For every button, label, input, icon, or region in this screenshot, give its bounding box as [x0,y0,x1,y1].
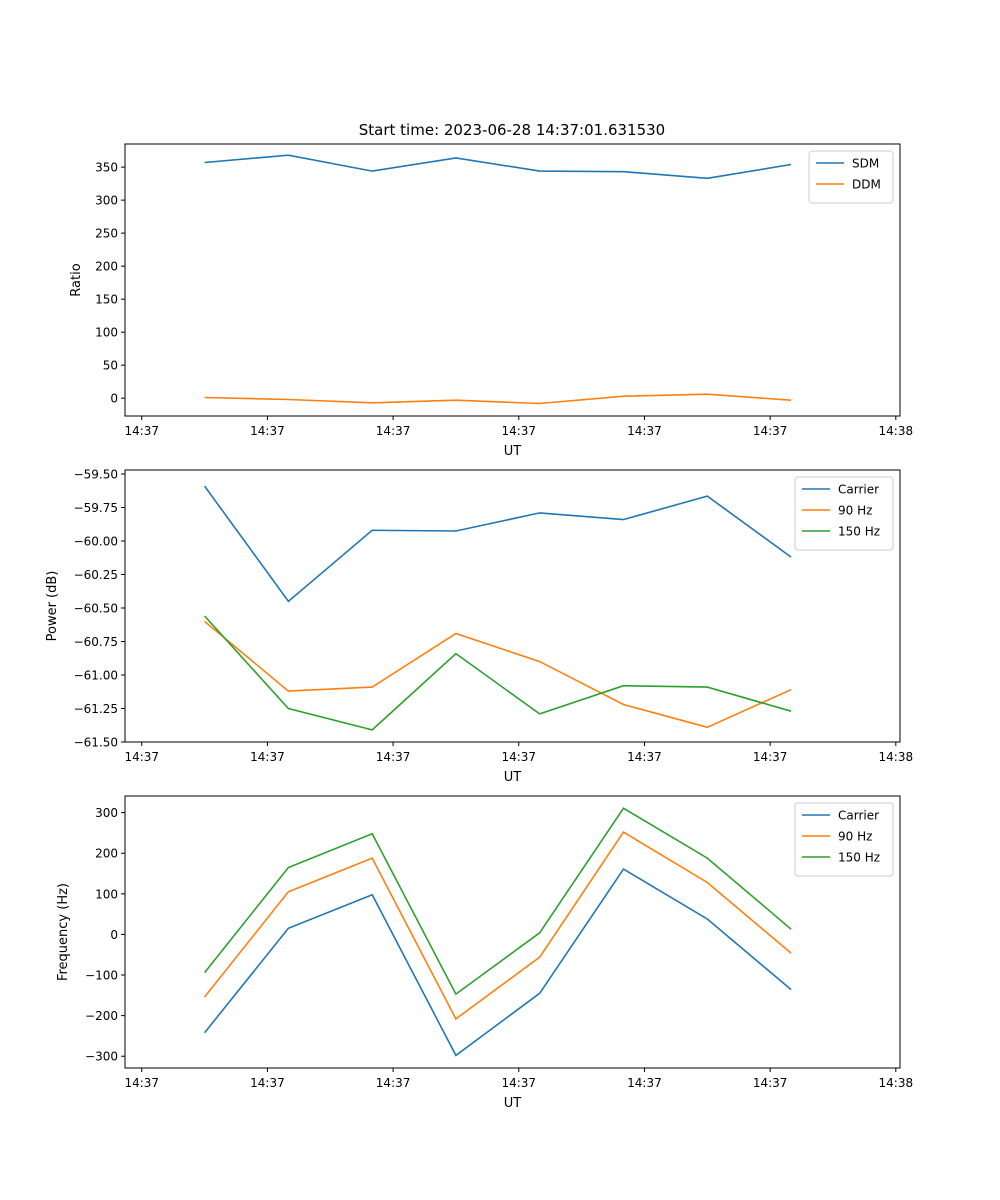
y-tick-label: 350 [95,161,118,175]
axes-frame [124,143,901,417]
series-line-2-1 [203,485,792,603]
y-tick-label: 200 [95,847,118,861]
x-tick-label: 14:37 [376,750,411,764]
series-line-3-1 [203,868,792,1057]
x-axis-label: UT [504,770,522,785]
y-tick-label: −200 [85,1009,118,1023]
y-tick-label: −60.00 [74,535,118,549]
figure-title: Start time: 2023-06-28 14:37:01.631530 [359,121,665,139]
chart-panel-2: 14:37 14:37 14:37 14:37 14:37 14:37 14:38 −59.5… [45,468,913,785]
legend: Carrier 90 Hz 150 Hz [794,802,894,877]
series-line-1-2 [204,393,792,405]
x-tick-label: 14:37 [753,424,788,438]
legend-label: 150 Hz [838,525,880,539]
x-axis-label: UT [504,444,522,459]
x-tick-label: 14:37 [627,1076,662,1090]
y-tick-label: 100 [95,326,118,340]
x-tick-label: 14:38 [879,424,914,438]
x-tick-label: 14:38 [879,1076,914,1090]
y-tick-label: 150 [95,293,118,307]
legend: SDM DDM [808,150,894,204]
legend-label: SDM [852,157,879,171]
x-tick-label: 14:37 [501,424,536,438]
y-tick-label: 100 [95,887,118,901]
legend-label: Carrier [838,809,879,823]
x-axis-label: UT [504,1096,522,1111]
x-tick-label: 14:37 [124,1076,159,1090]
y-tick-label: −60.75 [74,635,118,649]
x-tick-label: 14:38 [879,750,914,764]
y-tick-label: 300 [95,806,118,820]
legend-label: 150 Hz [838,851,880,865]
chart-panel-3: 14:37 14:37 14:37 14:37 14:37 14:37 14:38 −300 −… [56,795,914,1111]
y-tick-label: 50 [103,359,118,373]
x-tick-label: 14:37 [376,1076,411,1090]
y-tick-label: −61.00 [74,669,118,683]
y-tick-label: −61.25 [74,702,118,716]
x-tick-label: 14:37 [753,750,788,764]
series-line-1-1 [204,154,792,180]
x-tick-label: 14:37 [627,424,662,438]
axes-frame [124,469,901,743]
legend: Carrier 90 Hz 150 Hz [794,476,894,551]
y-axis-label: Power (dB) [45,571,60,642]
y-axis-label: Ratio [69,263,84,296]
chart-panel-1: 14:37 14:37 14:37 14:37 14:37 14:37 14:38 0 50 10… [69,143,914,459]
x-tick-label: 14:37 [250,750,285,764]
y-tick-label: 0 [110,928,118,942]
y-tick-label: −60.25 [74,568,118,582]
legend-box [808,150,894,204]
x-tick-label: 14:37 [250,424,285,438]
legend-label: 90 Hz [838,830,872,844]
y-tick-label: −59.50 [74,468,118,482]
y-tick-label: −300 [85,1050,118,1064]
x-tick-label: 14:37 [501,750,536,764]
y-tick-label: −60.50 [74,602,118,616]
y-axis-label: Frequency (Hz) [56,883,71,981]
y-tick-label: 250 [95,227,118,241]
x-tick-label: 14:37 [627,750,662,764]
y-tick-label: −100 [85,969,118,983]
x-tick-label: 14:37 [501,1076,536,1090]
legend-label: Carrier [838,483,879,497]
legend-label: DDM [852,178,881,192]
series-line-2-2 [204,620,792,729]
legend-label: 90 Hz [838,504,872,518]
x-tick-label: 14:37 [753,1076,788,1090]
series-line-2-3 [204,615,792,731]
y-tick-label: −61.50 [74,736,118,750]
x-tick-label: 14:37 [124,750,159,764]
y-tick-label: −59.75 [74,501,118,515]
y-tick-label: 300 [95,194,118,208]
series-line-3-2 [203,831,792,1021]
y-tick-label: 200 [95,260,118,274]
axes-frame [124,795,901,1069]
x-tick-label: 14:37 [376,424,411,438]
x-tick-label: 14:37 [250,1076,285,1090]
y-tick-label: 0 [110,392,118,406]
x-tick-label: 14:37 [124,424,159,438]
series-line-3-3 [203,807,792,996]
